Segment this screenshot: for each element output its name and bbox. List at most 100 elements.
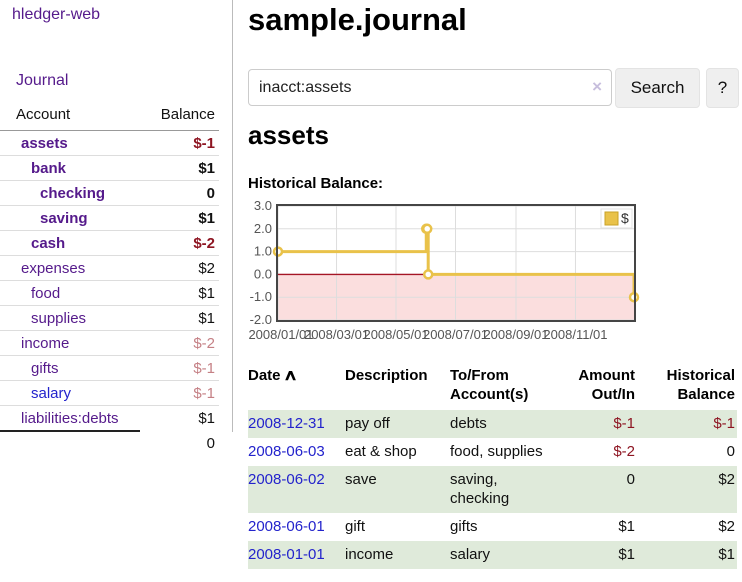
- account-row: supplies $1: [0, 305, 219, 331]
- account-link-salary[interactable]: salary: [31, 384, 72, 402]
- chart-title: Historical Balance:: [248, 175, 384, 192]
- search-button[interactable]: Search: [615, 68, 700, 108]
- register-header-row: Date ∧ Description To/From Account(s) Amo…: [248, 358, 737, 410]
- historical-balance-chart: 3.0 2.0 1.0 0.0 -1.0 -2.02008/01/012008/03/01…: [248, 198, 640, 342]
- page-title: sample.journal: [248, 2, 467, 37]
- app-title-link[interactable]: hledger-web: [12, 6, 101, 23]
- register-header-description: Description: [345, 367, 428, 384]
- accounts-header-balance: Balance: [140, 100, 219, 131]
- register-header-date: Date ∧: [248, 367, 298, 384]
- register-row: 2008-12-31 pay off debts $-1 $-1: [248, 410, 737, 438]
- account-link-assets[interactable]: assets: [21, 134, 68, 152]
- account-balance: $1: [140, 205, 219, 231]
- register-row: 2008-01-01 income salary $1 $1: [248, 541, 737, 569]
- account-row: checking 0: [0, 180, 219, 206]
- account-link-income[interactable]: income: [21, 334, 70, 352]
- x-tick-label: 2008/05/01: [363, 327, 428, 342]
- account-row: bank $1: [0, 155, 219, 181]
- account-link-liabilities-debts[interactable]: liabilities:debts: [21, 409, 119, 427]
- search-box: ×: [248, 69, 612, 106]
- y-tick-label: -1.0: [250, 289, 272, 304]
- account-link-expenses[interactable]: expenses: [21, 259, 86, 277]
- register-row: 2008-06-01 gift gifts $1 $2: [248, 513, 737, 541]
- register-accounts: salary: [450, 541, 571, 569]
- account-link-bank[interactable]: bank: [31, 159, 67, 177]
- account-row: cash $-2: [0, 230, 219, 256]
- accounts-header-account: Account: [0, 100, 140, 131]
- register-date-link[interactable]: 2008-06-01: [248, 518, 325, 535]
- account-link-food[interactable]: food: [31, 284, 61, 302]
- account-balance: $1: [140, 405, 219, 431]
- y-tick-label: 2.0: [254, 221, 272, 236]
- chart-point-marker: [422, 269, 434, 280]
- register-amount: $-1: [571, 410, 637, 438]
- search-input[interactable]: [248, 69, 612, 106]
- legend-label: $: [621, 210, 629, 226]
- register-date-link[interactable]: 2008-12-31: [248, 415, 325, 432]
- account-balance: $-2: [140, 230, 219, 256]
- sidebar-item-journal[interactable]: Journal: [16, 72, 69, 89]
- account-heading: assets: [248, 120, 329, 150]
- account-link-supplies[interactable]: supplies: [31, 309, 87, 327]
- account-row: food $1: [0, 280, 219, 306]
- account-balance: $-2: [140, 330, 219, 356]
- x-tick-label: 2008/09/01: [483, 327, 548, 342]
- account-link-checking[interactable]: checking: [40, 184, 106, 202]
- account-link-gifts[interactable]: gifts: [31, 359, 59, 377]
- register-date-link[interactable]: 2008-06-03: [248, 443, 325, 460]
- search-form: × Search ?: [248, 68, 742, 108]
- register-description: pay off: [345, 410, 450, 438]
- register-balance: 0: [726, 443, 735, 460]
- x-tick-label: 2008/11/01: [543, 327, 607, 342]
- account-balance: 0: [140, 180, 219, 206]
- register-description: gift: [345, 518, 366, 535]
- x-tick-label: 2008/01/01: [248, 327, 313, 342]
- sidebar: hledger-web Journal Account Balance asse…: [0, 0, 233, 456]
- register-description: income: [345, 541, 450, 569]
- account-link-saving[interactable]: saving: [40, 209, 88, 227]
- register-date-link[interactable]: 2008-01-01: [248, 546, 325, 563]
- register-header-accounts: To/From Account(s): [450, 367, 529, 403]
- account-balance: $1: [140, 280, 219, 306]
- accounts-total-value: 0: [206, 435, 215, 452]
- register-balance: $2: [718, 518, 735, 535]
- account-balance: $1: [140, 155, 219, 181]
- register-row: 2008-06-03 eat & shop food, supplies $-2 0: [248, 438, 737, 466]
- account-row: assets $-1: [0, 131, 219, 156]
- register-row: 2008-06-02 save saving, checking 0 $2: [248, 466, 737, 513]
- y-tick-label: 0.0: [254, 266, 272, 281]
- register-amount: $1: [618, 518, 635, 535]
- account-row: salary $-1: [0, 380, 219, 406]
- x-tick-label: 2008/03/01: [304, 327, 369, 342]
- register-amount: $-2: [613, 443, 635, 460]
- legend-swatch-icon: [604, 211, 619, 226]
- register-description: eat & shop: [345, 443, 417, 460]
- register-date-link[interactable]: 2008-06-02: [248, 471, 325, 488]
- account-row: saving $1: [0, 205, 219, 231]
- register-accounts: gifts: [450, 518, 478, 535]
- account-balance: $-1: [140, 355, 219, 381]
- register-balance: $-1: [637, 410, 737, 438]
- register-header-balance: Historical Balance: [666, 367, 735, 403]
- register-balance: $2: [637, 466, 737, 513]
- register-balance: $1: [637, 541, 737, 569]
- chart-point-marker: [421, 223, 433, 235]
- y-tick-label: 1.0: [254, 244, 272, 259]
- account-row: liabilities:debts $1: [0, 405, 219, 431]
- account-row: income $-2: [0, 330, 219, 356]
- clear-search-icon[interactable]: ×: [592, 77, 602, 96]
- register-accounts: food, supplies: [450, 443, 543, 460]
- x-tick-label: 2008/07/01: [423, 327, 488, 342]
- register-header-amount: Amount Out/In: [578, 367, 635, 403]
- register-amount: $1: [571, 541, 637, 569]
- register-accounts: debts: [450, 410, 571, 438]
- account-link-cash[interactable]: cash: [31, 234, 66, 252]
- help-button[interactable]: ?: [706, 68, 739, 108]
- accounts-total-row: 0: [0, 430, 219, 456]
- account-row: gifts $-1: [0, 355, 219, 381]
- account-balance: $-1: [140, 380, 219, 406]
- y-tick-label: 3.0: [254, 198, 272, 213]
- y-tick-label: -2.0: [250, 312, 272, 327]
- account-balance: $-1: [193, 134, 215, 152]
